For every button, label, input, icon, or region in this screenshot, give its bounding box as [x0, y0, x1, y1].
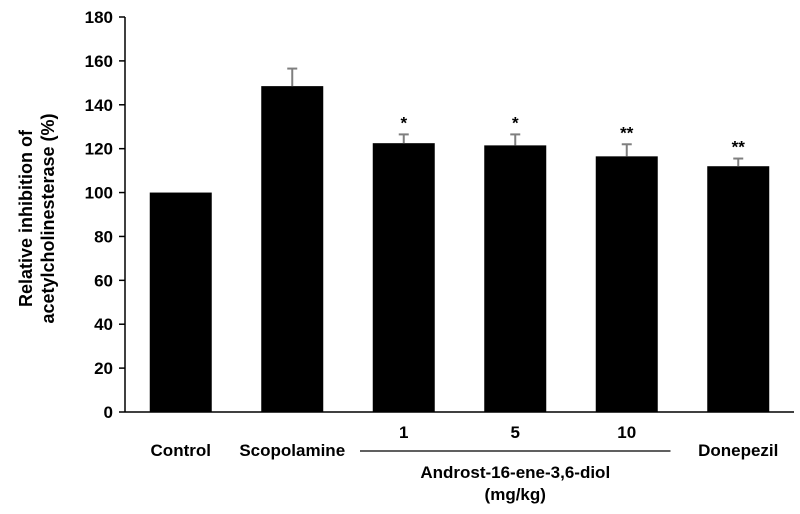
significance-label: * — [400, 113, 407, 132]
category-labels: Control Scopolamine 1 5 10 Donepezil — [151, 423, 779, 460]
y-tick-label: 60 — [94, 271, 113, 290]
significance-label: ** — [620, 123, 634, 142]
y-axis-title-line: Relative inhibition of — [16, 129, 36, 307]
bar-5 — [484, 145, 547, 412]
bar-donepezil — [707, 166, 770, 412]
y-axis-title-line: acetylcholinesterase (%) — [38, 113, 58, 323]
significance-labels: * ***** — [400, 113, 745, 156]
bar-10 — [595, 156, 658, 412]
group-label: Androst-16-ene-3,6-diol (mg/kg) — [360, 450, 671, 504]
y-tick-label: 140 — [85, 96, 113, 115]
y-tick-label: 160 — [85, 52, 113, 71]
y-tick-label: 80 — [94, 227, 113, 246]
error-bars — [287, 67, 744, 167]
bars — [149, 86, 770, 413]
y-tick-label: 120 — [85, 140, 113, 159]
category-label: Control — [151, 441, 211, 460]
y-axis-title-group: Relative inhibition of acetylcholinestera… — [16, 113, 58, 323]
y-tick-label: 100 — [85, 184, 113, 203]
bar-scopolamine — [261, 86, 324, 412]
category-label: 5 — [511, 423, 520, 442]
bar-1 — [372, 143, 435, 413]
significance-label: ** — [732, 138, 746, 157]
y-axis-ticks: 0 20 40 60 80 100 120 140 160 180 — [85, 8, 125, 422]
category-label: 1 — [399, 423, 408, 442]
significance-label: * — [512, 113, 519, 132]
y-tick-label: 40 — [94, 315, 113, 334]
y-tick-label: 180 — [85, 8, 113, 27]
category-label: Donepezil — [698, 441, 778, 460]
bar-control — [149, 192, 212, 412]
group-label-line: (mg/kg) — [485, 485, 546, 504]
y-tick-label: 20 — [94, 359, 113, 378]
category-label: 10 — [617, 423, 636, 442]
y-tick-label: 0 — [104, 403, 113, 422]
category-label: Scopolamine — [239, 441, 345, 460]
group-label-line: Androst-16-ene-3,6-diol — [420, 463, 610, 482]
y-axis-title: Relative inhibition of acetylcholinestera… — [16, 113, 58, 323]
